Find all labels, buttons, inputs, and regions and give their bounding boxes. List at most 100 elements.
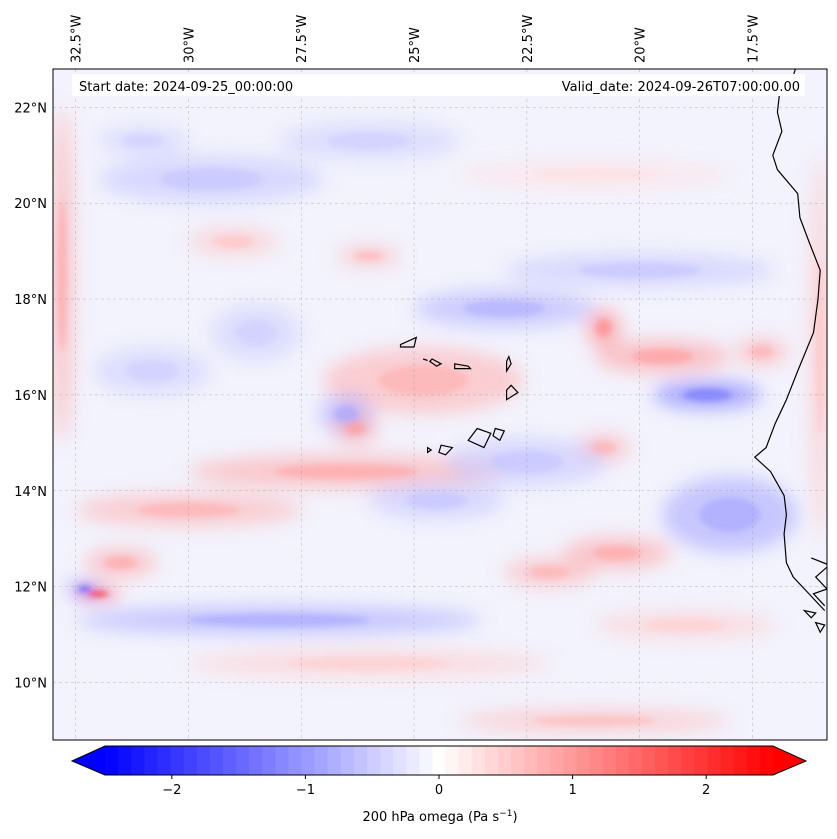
omega-feature-core-24 [122,134,164,148]
omega-feature-core-6 [287,656,451,670]
colorbar-segment [393,746,407,775]
colorbar-segment [694,746,709,775]
cape-verde-island-7 [492,427,506,442]
omega-feature-core-28 [815,260,826,434]
colorbar-segment [170,746,185,775]
colorbar-segment [366,746,381,775]
omega-feature-core-29 [406,491,468,509]
omega-feature-core-27 [56,199,68,351]
colorbar-segment [222,746,237,775]
latitude-tick-labels: 10°N 12°N 14°N 16°N 18°N 20°N 22°N [14,101,47,691]
omega-feature-core-30 [125,360,179,382]
colorbar-segment [380,746,394,775]
info-box [72,74,805,96]
omega-feature-core-16 [533,715,656,727]
lon-tick-label: 20°W [634,27,649,63]
cape-verde-island-8 [438,444,454,456]
colorbar-segment [131,746,145,775]
omega-feature-core-0 [275,464,418,480]
map-frame [52,68,828,741]
colorbar-label: 200 hPa omega (Pa s−1) [362,809,517,825]
omega-feature-core-32 [595,319,612,337]
lat-tick-label: 10°N [14,676,47,691]
lat-tick-label: 12°N [14,581,47,596]
colorbar-segment [314,746,329,775]
colorbar-segment [183,746,198,775]
colorbar-ticks: −2 −1 0 1 2 [162,775,710,798]
omega-feature-core-13 [592,545,642,561]
colorbar-segment [105,746,119,775]
colorbar-extend-min [72,746,105,775]
colorbar-segment [642,746,656,775]
gridlines [53,69,827,740]
omega-feature-core-20 [578,262,701,278]
colorbar-segment [406,746,420,775]
colorbar-segments [72,746,806,775]
colorbar-segment [511,746,525,775]
lon-tick-label: 30°W [182,27,197,63]
colorbar-segment [353,746,368,775]
field-sharp-layer [56,132,826,727]
colorbar-segment [157,746,172,775]
lat-tick-label: 18°N [14,293,47,308]
colorbar-tick-label: 1 [568,783,576,798]
omega-feature-core-33 [749,345,774,359]
map-panel: Start date: 2024-09-25_00:00:00 Valid_da… [52,68,828,741]
colorbar-segment [550,746,565,775]
colorbar-segment [576,746,591,775]
omega-feature-core-5 [187,613,371,627]
lon-tick-label: 22.5°W [521,15,536,63]
colorbar-segment [655,746,669,775]
valid-date: Valid_date: 2024-09-26T07:00:00.00 [562,80,800,95]
omega-feature-core-8 [334,405,359,423]
bijagos-island-0 [802,609,817,619]
cape-verde-island-3 [422,358,428,361]
omega-feature-core-22 [213,235,254,249]
colorbar-segment [720,746,735,775]
colorbar-segment [628,746,643,775]
colorbar-segment [563,746,578,775]
colorbar-label-exponent: −1 [499,809,512,819]
cape-verde-island-4 [506,354,512,374]
colorbar-segment [419,746,434,775]
colorbar-segment [471,746,486,775]
colorbar-segment [432,746,447,775]
colorbar-tick-label: 0 [435,783,443,798]
colorbar-segment [733,746,748,775]
lon-tick-label: 25°W [408,27,423,63]
lat-tick-label: 20°N [14,197,47,212]
guinea-bissau-coastline [810,557,827,607]
colorbar-segment [275,746,289,775]
omega-feature-core-31 [235,319,277,346]
colorbar-outline [70,745,808,776]
lat-tick-label: 14°N [14,485,47,500]
lon-tick-label: 27.5°W [295,15,310,63]
colorbar-extend-max [773,746,806,775]
cape-verde-island-0 [399,336,418,348]
colorbar-segment [707,746,722,775]
colorbar-segment [340,746,355,775]
colorbar-segment [458,746,473,775]
omega-feature-core-2 [87,591,109,597]
omega-feature-core-10 [631,349,693,365]
colorbar-segment [301,746,316,775]
cape-verde-island-1 [428,358,443,367]
africa-coastline [753,69,826,612]
colorbar-segment [144,746,158,775]
colorbar-segment [602,746,617,775]
colorbar-segment [524,746,538,775]
omega-feature-core-12 [699,497,761,532]
colorbar-segment [589,746,604,775]
omega-feature-core-25 [328,132,410,150]
colorbar: −2 −1 0 1 2 200 hPa omega (Pa s−1) [70,745,808,825]
omega-feature-core-21 [354,251,384,261]
omega-feature-core-19 [463,300,545,318]
omega-feature-core-9 [345,421,366,435]
omega-feature-core-15 [644,618,726,632]
colorbar-segment [262,746,276,775]
omega-feature-core-26 [533,167,656,181]
colorbar-segment [759,746,774,775]
lon-tick-label: 32.5°W [70,15,85,63]
colorbar-tick-label: −1 [296,783,315,798]
